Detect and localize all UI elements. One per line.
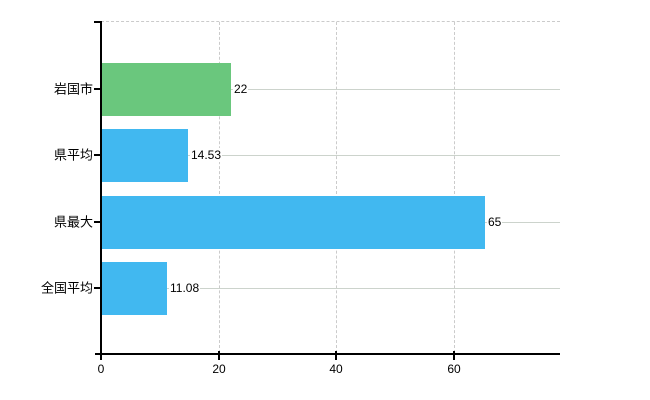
x-axis bbox=[95, 353, 560, 355]
x-axis-tick bbox=[453, 351, 455, 360]
y-axis bbox=[100, 21, 102, 356]
bar-value-label: 65 bbox=[487, 215, 503, 229]
bar-value-label: 11.08 bbox=[169, 281, 201, 295]
bar bbox=[102, 262, 167, 315]
y-axis-tick bbox=[94, 154, 100, 156]
y-axis-tick bbox=[94, 221, 100, 223]
x-axis-tick bbox=[100, 351, 102, 360]
gridline-horizontal bbox=[101, 288, 560, 289]
x-axis-tick-label: 60 bbox=[447, 362, 461, 376]
bar-value-label: 22 bbox=[233, 82, 249, 96]
gridline-horizontal bbox=[101, 155, 560, 156]
y-axis-tick bbox=[94, 287, 100, 289]
bar-value-label: 14.53 bbox=[190, 148, 223, 162]
x-axis-tick-label: 0 bbox=[97, 362, 105, 376]
x-axis-tick-label: 20 bbox=[212, 362, 226, 376]
gridline-horizontal bbox=[101, 89, 560, 90]
gridline-vertical bbox=[219, 22, 220, 353]
gridline-vertical bbox=[454, 22, 455, 353]
bar bbox=[102, 196, 485, 249]
category-label: 岩国市 bbox=[53, 81, 93, 97]
bar bbox=[102, 63, 231, 116]
y-axis-tick bbox=[94, 21, 100, 23]
x-axis-tick bbox=[335, 351, 337, 360]
x-axis-tick-label: 40 bbox=[329, 362, 343, 376]
category-label: 県最大 bbox=[53, 214, 93, 230]
bar bbox=[102, 129, 188, 182]
plot-top-border bbox=[101, 21, 560, 22]
x-axis-tick bbox=[218, 351, 220, 360]
y-axis-tick bbox=[94, 88, 100, 90]
category-label: 県平均 bbox=[53, 147, 93, 163]
gridline-vertical bbox=[336, 22, 337, 353]
category-label: 全国平均 bbox=[40, 280, 93, 296]
